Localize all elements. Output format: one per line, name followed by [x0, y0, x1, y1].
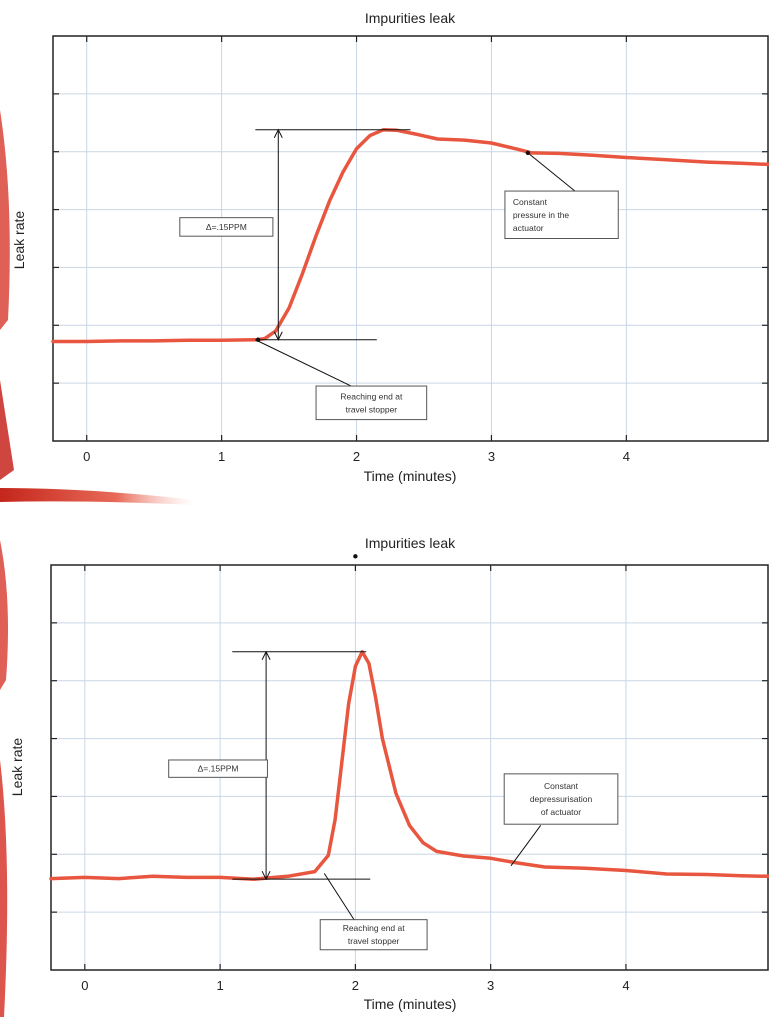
annotation-text: Reaching end at	[340, 391, 403, 401]
x-tick-label: 4	[622, 978, 629, 993]
x-tick-label: 2	[352, 978, 359, 993]
x-tick-label: 2	[353, 449, 360, 464]
axis-ticks	[51, 565, 768, 970]
annotation-text: Δ=.15PPM	[206, 222, 247, 232]
annotation-anchor-dot	[353, 554, 358, 559]
annotation-text: pressure in the	[513, 210, 569, 220]
annotation-box	[504, 190, 619, 239]
x-tick-label: 1	[218, 449, 225, 464]
grid-lines	[51, 565, 768, 970]
grid-lines	[53, 36, 768, 441]
x-tick-label: 3	[488, 449, 495, 464]
x-axis-label: Time (minutes)	[364, 468, 457, 484]
annotation-text: depressurisation	[530, 794, 593, 804]
x-tick-labels: 0 1 2 3 4	[83, 449, 630, 464]
chart-1: 0 1 2 3 4 Δ=.15PPM Constant pressure in the act…	[11, 10, 769, 484]
x-tick-label: 0	[83, 449, 90, 464]
annotation-box	[503, 773, 619, 825]
plot-area	[50, 564, 769, 971]
annotation-box	[179, 217, 274, 237]
annotation-text: Constant	[513, 197, 548, 207]
leak-rate-curve	[49, 650, 769, 881]
chart-title: Impurities leak	[365, 10, 456, 26]
x-tick-labels: 0 1 2 3 4	[81, 978, 629, 993]
y-axis-label: Leak rate	[11, 211, 27, 270]
annotation-leader-line	[323, 873, 355, 920]
annotation-box	[315, 385, 428, 421]
annotation-leader-line	[510, 825, 542, 867]
annotation-text: Δ=.15PPM	[198, 764, 239, 774]
annotation-text: Reaching end at	[343, 923, 406, 933]
leak-rate-curve	[51, 127, 769, 344]
annotation-anchor-dot	[255, 337, 261, 342]
x-axis-label: Time (minutes)	[364, 996, 457, 1012]
annotations: Δ=.15PPM Constant depressurisation of actua…	[168, 554, 619, 951]
annotation-box	[168, 759, 268, 778]
x-tick-label: 4	[623, 449, 630, 464]
x-tick-label: 3	[487, 978, 494, 993]
annotation-leader-line	[255, 339, 352, 387]
annotation-text: of actuator	[541, 807, 581, 817]
annotation-text: Constant	[544, 781, 579, 791]
axis-ticks	[53, 36, 768, 441]
chart-title: Impurities leak	[365, 535, 456, 551]
plot-area	[52, 35, 769, 442]
annotation-text: actuator	[513, 223, 544, 233]
annotations: Δ=.15PPM Constant pressure in the actuator R…	[179, 128, 619, 421]
x-tick-label: 0	[81, 978, 88, 993]
annotation-text: travel stopper	[348, 936, 400, 946]
chart-2: 0 1 2 3 4 Δ=.15PPM Constant depressurisation of…	[9, 535, 769, 1012]
x-tick-label: 1	[216, 978, 223, 993]
annotation-leader-line	[527, 152, 579, 194]
y-axis-label: Leak rate	[9, 738, 25, 797]
annotation-box	[319, 919, 428, 951]
annotation-anchor-dot	[525, 150, 531, 156]
annotation-text: travel stopper	[346, 404, 398, 414]
